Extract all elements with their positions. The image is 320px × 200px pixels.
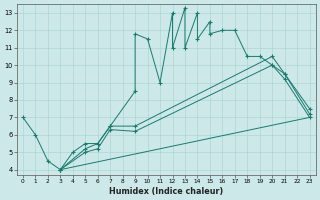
X-axis label: Humidex (Indice chaleur): Humidex (Indice chaleur) [109, 187, 223, 196]
